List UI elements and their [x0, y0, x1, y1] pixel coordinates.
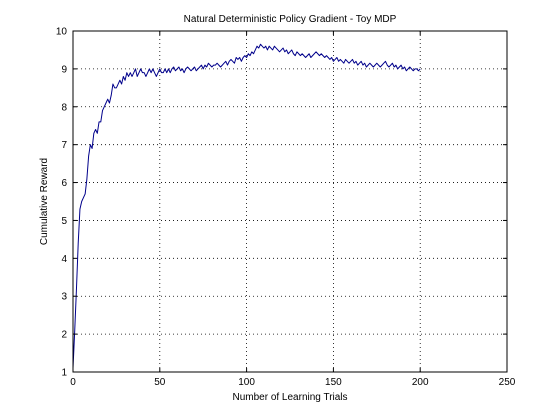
- y-tick-label: 1: [61, 368, 67, 379]
- y-tick-label: 4: [61, 254, 67, 265]
- tick-layer: 0 50 100 150 200 250 1 2 3 4 5 6 7 8 9 10: [56, 27, 516, 389]
- chart-title: Natural Deterministic Policy Gradient - …: [184, 14, 397, 25]
- y-tick-label: 10: [56, 27, 68, 38]
- x-tick-label: 100: [238, 377, 255, 388]
- x-tick-label: 50: [154, 377, 166, 388]
- x-tick-label: 200: [412, 377, 429, 388]
- x-axis-title: Number of Learning Trials: [232, 392, 347, 403]
- x-tick-label: 150: [325, 377, 342, 388]
- y-tick-label: 9: [61, 64, 67, 75]
- x-tick-label: 0: [70, 377, 76, 388]
- y-tick-label: 8: [61, 102, 67, 113]
- y-axis-title: Cumulative Reward: [39, 158, 50, 245]
- x-tick-label: 250: [499, 377, 516, 388]
- line-layer: [72, 43, 421, 369]
- y-tick-label: 7: [61, 140, 67, 151]
- y-tick-label: 6: [61, 178, 67, 189]
- y-tick-label: 3: [61, 292, 67, 303]
- grid-layer: [73, 31, 507, 372]
- plot-frame: [72, 30, 508, 373]
- y-tick-label: 2: [61, 330, 67, 341]
- series-line: [72, 43, 421, 369]
- y-tick-label: 5: [61, 216, 67, 227]
